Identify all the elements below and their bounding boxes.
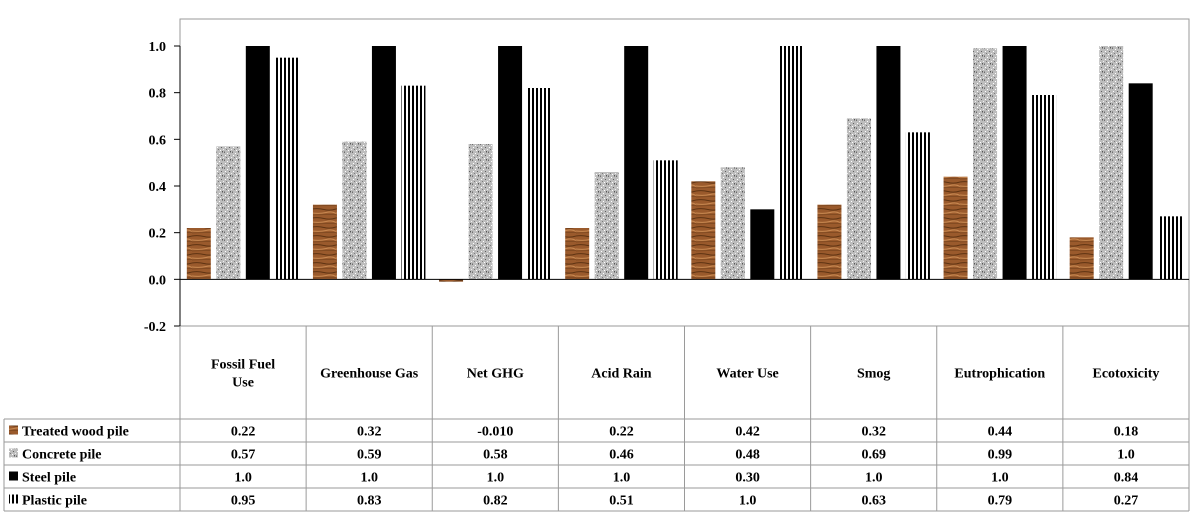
data-table-value: 1.0 (487, 471, 505, 486)
data-table-value: 0.99 (988, 448, 1013, 463)
data-table-value: 0.59 (357, 448, 382, 463)
legend-label: Concrete pile (22, 448, 101, 463)
legend-key (9, 425, 18, 435)
data-table-value: 0.22 (231, 425, 256, 440)
data-table-value: 0.58 (483, 448, 508, 463)
data-table-value: 1.0 (991, 471, 1009, 486)
y-tick-label: 0.2 (149, 227, 167, 242)
data-table-value: 1.0 (865, 471, 883, 486)
bar (943, 176, 968, 280)
bar (846, 118, 871, 280)
legend-label: Steel pile (22, 471, 76, 486)
bar (275, 57, 300, 280)
bar (216, 146, 241, 280)
bar (527, 88, 552, 280)
legend-key (9, 471, 18, 481)
data-table-value: 0.48 (735, 448, 760, 463)
legend-key (9, 494, 18, 504)
data-table-value: 1.0 (360, 471, 378, 486)
data-table-value: 0.83 (357, 494, 382, 509)
data-table-value: 0.82 (483, 494, 508, 509)
bar (1002, 46, 1027, 280)
legend-key (9, 448, 18, 458)
bar (905, 132, 930, 280)
data-table-value: 1.0 (1117, 448, 1135, 463)
y-tick-label: 0.6 (149, 133, 167, 148)
data-table-value: 0.63 (861, 494, 886, 509)
data-table-value: 0.32 (357, 425, 382, 440)
bar (1069, 237, 1094, 280)
bar (594, 172, 619, 280)
bar (720, 167, 745, 280)
bar (973, 48, 998, 280)
data-table-value: 1.0 (613, 471, 631, 486)
y-tick-label: 0.4 (149, 180, 167, 195)
bar (779, 46, 804, 280)
data-table-value: 0.22 (609, 425, 634, 440)
data-table-value: 1.0 (234, 471, 252, 486)
bar (565, 228, 590, 280)
category-label: Smog (857, 367, 890, 382)
bar (1158, 216, 1183, 280)
bar (401, 85, 426, 280)
bar (186, 228, 211, 280)
bar (342, 141, 367, 280)
data-table-value: 1.0 (739, 494, 757, 509)
data-table-value: 0.42 (735, 425, 760, 440)
data-table-value: 0.57 (231, 448, 256, 463)
legend-label: Plastic pile (22, 494, 87, 509)
bar (1099, 46, 1124, 280)
bar (468, 144, 493, 280)
y-tick-label: 0.0 (149, 273, 167, 288)
bar (624, 46, 649, 280)
bar (750, 209, 775, 280)
bar (691, 181, 716, 280)
data-table-value: 0.84 (1114, 471, 1139, 486)
data-table-value: 0.18 (1114, 425, 1139, 440)
bar (876, 46, 901, 280)
category-label: Eutrophication (954, 367, 1045, 382)
data-table-value: 0.79 (988, 494, 1013, 509)
y-tick-label: 0.8 (149, 87, 167, 102)
data-table-value: 0.30 (735, 471, 760, 486)
bar (312, 204, 337, 280)
category-label: Net GHG (467, 367, 524, 382)
data-table-value: 0.44 (988, 425, 1013, 440)
category-label: Acid Rain (591, 367, 652, 382)
category-label: Ecotoxicity (1093, 367, 1160, 382)
data-table-value: -0.010 (477, 425, 513, 440)
legend-label: Treated wood pile (22, 425, 129, 440)
bar (1032, 95, 1057, 280)
bar (498, 46, 523, 280)
category-label: Fossil Fuel Use (211, 358, 275, 391)
y-tick-label: 1.0 (149, 40, 167, 55)
y-tick-label: -0.2 (144, 320, 166, 335)
bar (245, 46, 270, 280)
data-table-value: 0.69 (861, 448, 886, 463)
category-label: Greenhouse Gas (320, 367, 419, 382)
data-table-value: 0.51 (609, 494, 634, 509)
bar (1128, 83, 1153, 280)
data-table-value: 0.46 (609, 448, 634, 463)
data-table-value: 0.27 (1114, 494, 1139, 509)
bar (439, 279, 464, 282)
data-table-value: 0.32 (861, 425, 886, 440)
bar (371, 46, 396, 280)
bar (817, 204, 842, 280)
category-label: Water Use (716, 367, 778, 382)
bar (653, 160, 678, 280)
data-table-value: 0.95 (231, 494, 256, 509)
